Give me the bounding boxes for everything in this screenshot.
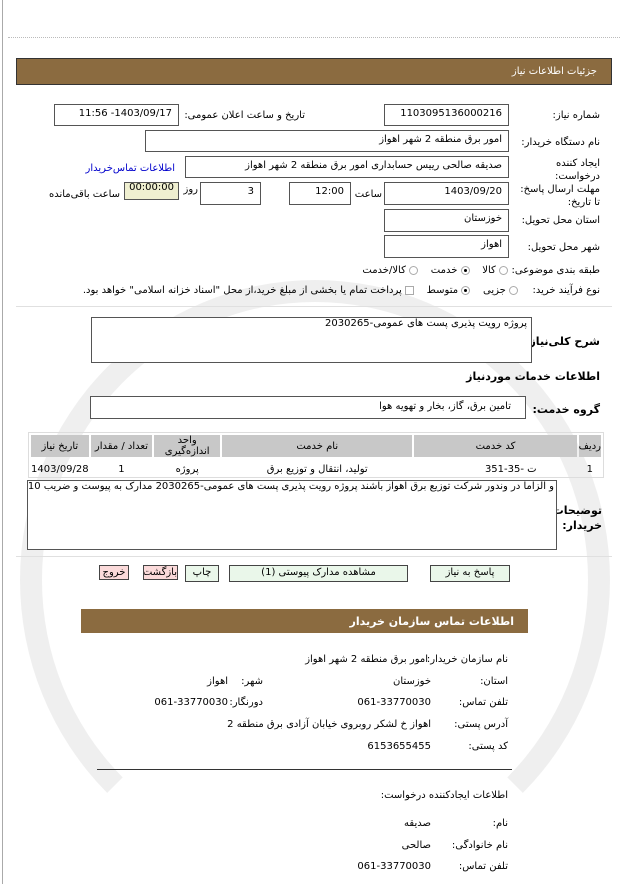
description-label: شرح کلی‌نیاز: [525, 335, 600, 348]
treasury-checkbox[interactable] [404, 285, 414, 295]
category-label: طبقه بندی موضوعی: [511, 265, 600, 276]
radio-goods-service[interactable] [409, 265, 419, 275]
city-field: اهواز [384, 235, 509, 258]
description-field: پروژه رویت پذیری پست های عمومی-2030265 [91, 317, 532, 363]
province-field: خوزستان [384, 209, 509, 232]
announce-field: 1403/09/17- 11:56 [54, 104, 179, 126]
creator-phone: 061-33770030 [357, 861, 431, 872]
category-radio-group: کالا خدمت کالا/خدمت [362, 265, 508, 276]
province-label: استان محل تحویل: [521, 215, 600, 226]
contact-province-label: استان: [480, 676, 508, 687]
col-unit: واحد اندازه‌گیری [154, 435, 221, 457]
page-header: جزئیات اطلاعات نیاز [16, 58, 612, 85]
services-title: اطلاعات خدمات موردنیاز [466, 370, 600, 383]
deadline-label: مهلت ارسال پاسخ: تا تاریخ: [520, 184, 600, 208]
creator-name-label: نام: [492, 818, 508, 829]
radio-goods-label: کالا [482, 265, 496, 276]
creator-label: ایجاد کننده درخواست: [555, 158, 600, 182]
cell-unit: پروژه [175, 463, 199, 475]
buyer-notes-field: و الزاما در وندور شرکت توزیع برق اهواز ب… [27, 480, 557, 550]
cell-qty: 1 [118, 463, 125, 475]
contact-org: امور برق منطقه 2 شهر اهواز [305, 654, 428, 665]
col-date: تاریخ نیاز [31, 435, 89, 457]
service-group-label: گروه خدمت: [532, 403, 600, 416]
creator-family: صالحی [401, 840, 431, 851]
cell-code: ت -35-351 [484, 463, 537, 475]
deadline-date-field: 1403/09/20 [384, 182, 509, 205]
radio-service-label: خدمت [430, 265, 458, 276]
announce-label: تاریخ و ساعت اعلان عمومی: [184, 110, 305, 121]
buyer-org-label: نام دستگاه خریدار: [521, 137, 600, 148]
creator-info-title: اطلاعات ایجادکننده درخواست: [380, 790, 508, 801]
cell-date: 1403/09/28 [31, 463, 89, 475]
cell-name: تولید، انتقال و توزیع برق [266, 463, 368, 475]
contact-postal: 6153655455 [367, 741, 431, 752]
creator-name: صدیقه [404, 818, 431, 829]
col-name: نام خدمت [222, 435, 413, 457]
contact-address: اهواز خ لشکر روبروی خیابان آزادی برق منط… [227, 719, 431, 730]
radio-goods-service-label: کالا/خدمت [362, 265, 406, 276]
time-label: ساعت [354, 189, 382, 200]
contact-address-label: آدرس پستی: [454, 719, 508, 730]
buyer-notes-label: توضیحات خریدار: [552, 504, 602, 532]
section-divider [16, 556, 612, 557]
creator-phone-label: تلفن تماس: [458, 861, 508, 872]
cell-row: 1 [586, 463, 593, 475]
creator-field: صدیقه صالحی رییس حسابداری امور برق منطقه… [185, 156, 509, 178]
city-label: شهر محل تحویل: [527, 242, 600, 253]
remaining-label: ساعت باقی‌مانده [48, 189, 120, 200]
buyer-contact-link[interactable]: اطلاعات تماس‌خریدار [85, 163, 175, 174]
treasury-note: پرداخت تمام یا بخشی از مبلغ خرید،از محل … [82, 285, 402, 296]
contact-city-label: شهر: [241, 676, 263, 687]
contact-fax-label: دورنگار: [229, 697, 263, 708]
process-radio-group: جزیی متوسط پرداخت تمام یا بخشی از مبلغ خ… [83, 285, 518, 296]
radio-medium-label: متوسط [426, 285, 459, 296]
days-label: روز [183, 184, 199, 195]
left-border [2, 0, 3, 884]
contact-phone-label: تلفن تماس: [458, 697, 508, 708]
need-number-label: شماره نیاز: [552, 110, 601, 121]
service-group-field: تامین برق، گاز، بخار و تهویه هوا [90, 396, 526, 419]
page-title: جزئیات اطلاعات نیاز [511, 66, 597, 77]
print-button[interactable]: چاپ [185, 565, 219, 582]
back-button[interactable]: بازگشت [143, 565, 178, 580]
deadline-time-field: 12:00 [289, 182, 351, 205]
col-code: کد خدمت [414, 435, 577, 457]
table-row: 1 ت -35-351 تولید، انتقال و توزیع برق پر… [31, 459, 601, 479]
radio-minor[interactable] [509, 285, 518, 295]
services-table: ردیف کد خدمت نام خدمت واحد اندازه‌گیری ت… [28, 432, 604, 478]
exit-button[interactable]: خروج [99, 565, 129, 580]
contact-province: خوزستان [393, 676, 431, 687]
need-number-field: 1103095136000216 [384, 104, 509, 126]
contact-title: اطلاعات تماس سازمان خریدار [349, 614, 514, 628]
respond-button[interactable]: پاسخ به نیاز [430, 565, 510, 582]
contact-divider [97, 769, 512, 770]
section-divider [16, 306, 612, 307]
col-qty: تعداد / مقدار [90, 435, 153, 457]
contact-postal-label: کد پستی: [468, 741, 508, 752]
days-field: 3 [200, 182, 261, 205]
process-label: نوع فرآیند خرید: [532, 285, 601, 296]
buyer-org-field: امور برق منطقه 2 شهر اهواز [145, 130, 509, 152]
contact-header: اطلاعات تماس سازمان خریدار [81, 609, 528, 633]
view-attachments-button[interactable]: مشاهده مدارک پیوستی (1) [229, 565, 408, 582]
contact-org-label: نام سازمان خریدار: [426, 654, 508, 665]
radio-service[interactable] [460, 265, 470, 275]
col-row: ردیف [578, 435, 601, 457]
radio-goods[interactable] [499, 265, 508, 275]
contact-phone: 061-33770030 [357, 697, 431, 708]
contact-city: اهواز [207, 676, 228, 687]
radio-medium[interactable] [461, 285, 471, 295]
top-divider [8, 37, 620, 38]
contact-fax: 061-33770030 [154, 697, 228, 708]
radio-minor-label: جزیی [482, 285, 506, 296]
remaining-time-field: 00:00:00 [124, 182, 179, 200]
creator-family-label: نام خانوادگی: [451, 840, 508, 851]
